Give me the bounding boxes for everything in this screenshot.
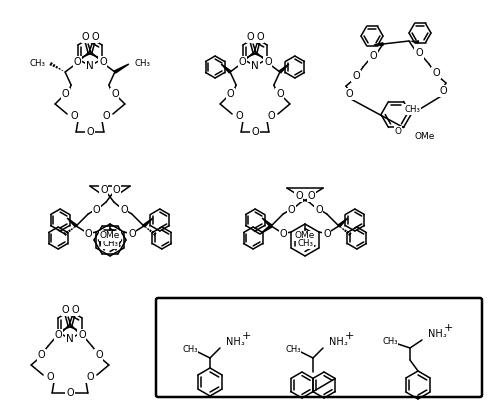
Text: O: O xyxy=(276,89,284,99)
Text: O: O xyxy=(54,330,62,340)
Polygon shape xyxy=(67,218,77,227)
Text: CH₃: CH₃ xyxy=(135,60,151,68)
Text: O: O xyxy=(369,51,377,61)
Text: O: O xyxy=(70,111,78,121)
Text: O: O xyxy=(345,89,353,99)
Text: O: O xyxy=(394,127,401,136)
Text: O: O xyxy=(287,205,295,215)
Text: O: O xyxy=(91,32,98,42)
Text: NH₃: NH₃ xyxy=(226,337,245,347)
Text: O: O xyxy=(226,89,234,99)
Polygon shape xyxy=(114,64,129,73)
Text: O: O xyxy=(415,48,423,58)
Text: O: O xyxy=(111,89,119,99)
Text: O: O xyxy=(352,71,360,81)
Text: CH₃: CH₃ xyxy=(182,346,198,354)
Text: O: O xyxy=(246,32,254,42)
Text: CH₃: CH₃ xyxy=(29,60,45,68)
Text: O: O xyxy=(99,57,107,67)
Text: O: O xyxy=(235,111,243,121)
Text: CH₃: CH₃ xyxy=(404,105,420,114)
Text: OMe: OMe xyxy=(414,132,434,141)
Text: NH₃: NH₃ xyxy=(428,329,447,339)
Text: O: O xyxy=(279,229,287,239)
Text: OMe: OMe xyxy=(100,232,120,240)
Polygon shape xyxy=(374,43,383,45)
Text: O: O xyxy=(295,191,303,201)
Text: O: O xyxy=(84,229,92,239)
Text: O: O xyxy=(315,205,323,215)
Polygon shape xyxy=(262,218,272,227)
Text: OMe: OMe xyxy=(295,232,315,240)
Text: O: O xyxy=(61,89,69,99)
Text: O: O xyxy=(432,68,440,78)
Text: +: + xyxy=(241,331,251,341)
Polygon shape xyxy=(338,218,348,227)
Text: O: O xyxy=(95,350,103,360)
Text: O: O xyxy=(78,330,86,340)
Text: CH₃: CH₃ xyxy=(102,240,118,248)
Text: O: O xyxy=(128,229,136,239)
Text: N: N xyxy=(251,61,259,71)
Text: O: O xyxy=(256,32,264,42)
Text: +: + xyxy=(443,323,453,333)
Text: CH₃: CH₃ xyxy=(382,338,398,346)
Text: N: N xyxy=(66,334,74,344)
Text: +: + xyxy=(344,331,354,341)
Text: O: O xyxy=(251,127,259,137)
Text: O: O xyxy=(86,372,94,382)
Text: O: O xyxy=(439,86,447,96)
Text: O: O xyxy=(47,372,54,382)
Polygon shape xyxy=(221,64,231,73)
Text: O: O xyxy=(74,57,81,67)
Text: CH₃: CH₃ xyxy=(297,240,313,248)
Text: O: O xyxy=(81,32,89,42)
Polygon shape xyxy=(143,218,153,227)
Text: O: O xyxy=(264,57,271,67)
Text: O: O xyxy=(66,388,74,398)
Text: NH₃: NH₃ xyxy=(329,337,348,347)
Polygon shape xyxy=(279,64,289,73)
Text: O: O xyxy=(102,111,110,121)
Text: N: N xyxy=(86,61,94,71)
Text: O: O xyxy=(71,305,79,315)
Text: O: O xyxy=(267,111,275,121)
Text: O: O xyxy=(112,185,120,195)
Text: O: O xyxy=(37,350,45,360)
Text: O: O xyxy=(238,57,246,67)
Polygon shape xyxy=(260,225,272,234)
Text: O: O xyxy=(92,205,100,215)
Text: O: O xyxy=(120,205,128,215)
Text: O: O xyxy=(86,127,94,137)
Text: O: O xyxy=(61,305,69,315)
Text: O: O xyxy=(307,191,315,201)
Text: O: O xyxy=(100,185,108,195)
Text: CH₃: CH₃ xyxy=(285,346,301,354)
FancyBboxPatch shape xyxy=(156,298,482,397)
Text: O: O xyxy=(323,229,331,239)
